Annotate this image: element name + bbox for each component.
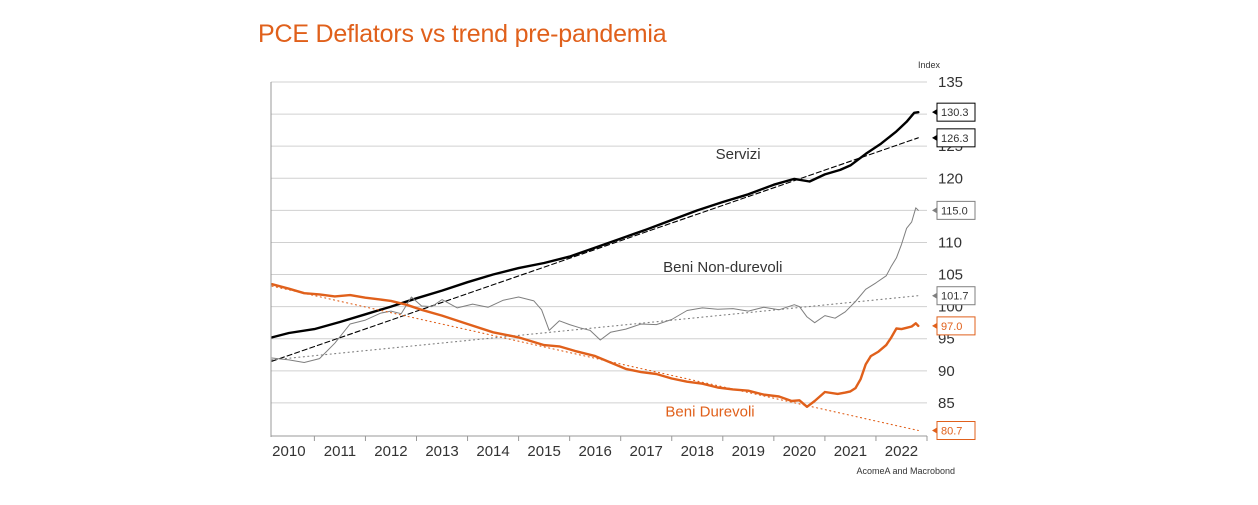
y-tick-label: 90 xyxy=(938,363,955,380)
end-value-label: 80.7 xyxy=(932,421,976,441)
series-line-0 xyxy=(270,110,920,339)
x-tick-label: 2021 xyxy=(834,443,867,460)
y-tick-label: 85 xyxy=(938,395,955,412)
y-tick-label: 105 xyxy=(938,267,963,284)
series-lines xyxy=(270,110,920,432)
x-tick-label: 2011 xyxy=(324,443,356,460)
x-tick-label: 2020 xyxy=(783,443,816,460)
end-value-pointer xyxy=(932,322,937,329)
annotations: Servizi Beni Non-durevoli Beni Durevoli 130… xyxy=(663,102,976,441)
end-value-label: 130.3 xyxy=(932,102,976,122)
series-label-servizi: Servizi xyxy=(716,146,761,163)
end-value-label: 115.0 xyxy=(932,200,976,220)
series-label-durevoli: Beni Durevoli xyxy=(665,403,754,420)
end-value-pointer xyxy=(932,427,937,434)
x-tick-label: 2010 xyxy=(272,443,305,460)
x-tick-label: 2012 xyxy=(374,443,407,460)
series-line-2 xyxy=(271,207,919,363)
chart-title: PCE Deflators vs trend pre-pandemia xyxy=(258,20,667,48)
grid-lines xyxy=(271,81,927,404)
source-note: AcomeA and Macrobond xyxy=(856,466,955,476)
end-value-pointer xyxy=(932,134,937,141)
y-tick-label: 110 xyxy=(938,234,962,251)
end-value-label: 101.7 xyxy=(932,286,976,306)
y-tick-label: 120 xyxy=(938,170,963,187)
x-tick-label: 2014 xyxy=(476,443,509,460)
end-value-pointer xyxy=(932,207,937,214)
end-value-text: 115.0 xyxy=(941,205,968,217)
end-value-label: 97.0 xyxy=(932,316,976,336)
x-tick-label: 2019 xyxy=(732,443,765,460)
end-value-pointer xyxy=(932,292,937,299)
series-line-4 xyxy=(270,283,920,408)
series-label-nondurevoli: Beni Non-durevoli xyxy=(663,259,782,276)
x-tick-label: 2017 xyxy=(630,443,663,460)
end-value-text: 130.3 xyxy=(941,107,969,119)
end-value-pointer xyxy=(932,109,937,116)
end-value-text: 126.3 xyxy=(941,133,969,145)
axes: 8590951001051101151201251301352010201120… xyxy=(270,74,963,460)
x-tick-label: 2018 xyxy=(681,443,714,460)
y-tick-label: 135 xyxy=(938,74,963,91)
end-value-text: 80.7 xyxy=(941,426,962,438)
end-value-label: 126.3 xyxy=(932,128,976,148)
end-value-text: 101.7 xyxy=(941,291,969,303)
x-tick-label: 2022 xyxy=(885,443,918,460)
series-line-1 xyxy=(271,137,919,362)
x-tick-label: 2016 xyxy=(578,443,611,460)
series-line-3 xyxy=(271,295,919,361)
series-line-5 xyxy=(271,285,919,432)
x-tick-label: 2015 xyxy=(527,443,560,460)
y-axis-label: Index xyxy=(918,60,941,70)
end-value-text: 97.0 xyxy=(941,321,962,333)
x-tick-label: 2013 xyxy=(425,443,458,460)
